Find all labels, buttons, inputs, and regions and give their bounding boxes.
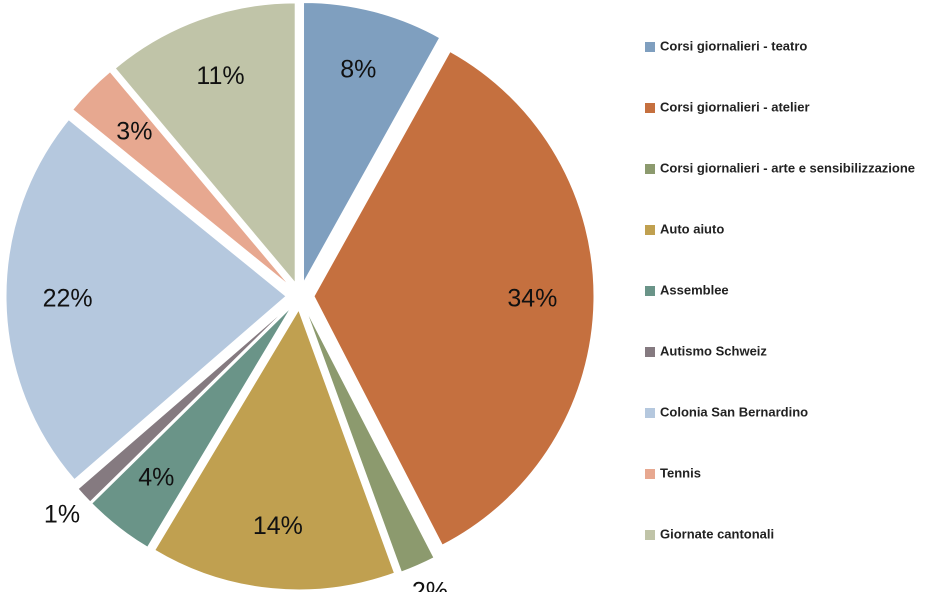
- legend-swatch: [645, 103, 655, 113]
- legend-label: Corsi giornalieri - atelier: [660, 99, 810, 114]
- data-label: 2%: [412, 577, 448, 592]
- legend-label: Auto aiuto: [660, 221, 724, 236]
- legend-swatch: [645, 225, 655, 235]
- data-label: 8%: [340, 56, 376, 84]
- data-label: 14%: [253, 512, 303, 540]
- pie-slice: [5, 118, 287, 481]
- legend-swatch: [645, 530, 655, 540]
- legend-swatch: [645, 347, 655, 357]
- legend-label: Assemblee: [660, 282, 729, 297]
- pie-slice: [303, 1, 441, 285]
- pie-slice: [154, 308, 396, 591]
- legend-label: Autismo Schweiz: [660, 343, 767, 358]
- legend-label: Colonia San Bernardino: [660, 404, 808, 419]
- legend-label: Giornate cantonali: [660, 526, 774, 541]
- pie-slice: [77, 305, 291, 503]
- pie-slice: [71, 70, 291, 287]
- legend-swatch: [645, 164, 655, 174]
- data-label: 1%: [44, 500, 80, 528]
- data-label: 3%: [116, 118, 152, 146]
- data-label: 4%: [138, 463, 174, 491]
- legend-swatch: [645, 286, 655, 296]
- pie-slice: [305, 308, 435, 573]
- data-label: 11%: [196, 62, 244, 90]
- legend-swatch: [645, 42, 655, 52]
- pie-slice: [313, 50, 595, 546]
- legend-label: Corsi giornalieri - teatro: [660, 38, 807, 53]
- data-label: 22%: [43, 284, 93, 312]
- legend-label: Corsi giornalieri - arte e sensibilizzaz…: [660, 160, 915, 175]
- legend-swatch: [645, 469, 655, 479]
- legend-swatch: [645, 408, 655, 418]
- data-label: 34%: [507, 284, 557, 312]
- legend-label: Tennis: [660, 465, 701, 480]
- pie-slice: [114, 2, 296, 285]
- pie-slice: [91, 306, 292, 548]
